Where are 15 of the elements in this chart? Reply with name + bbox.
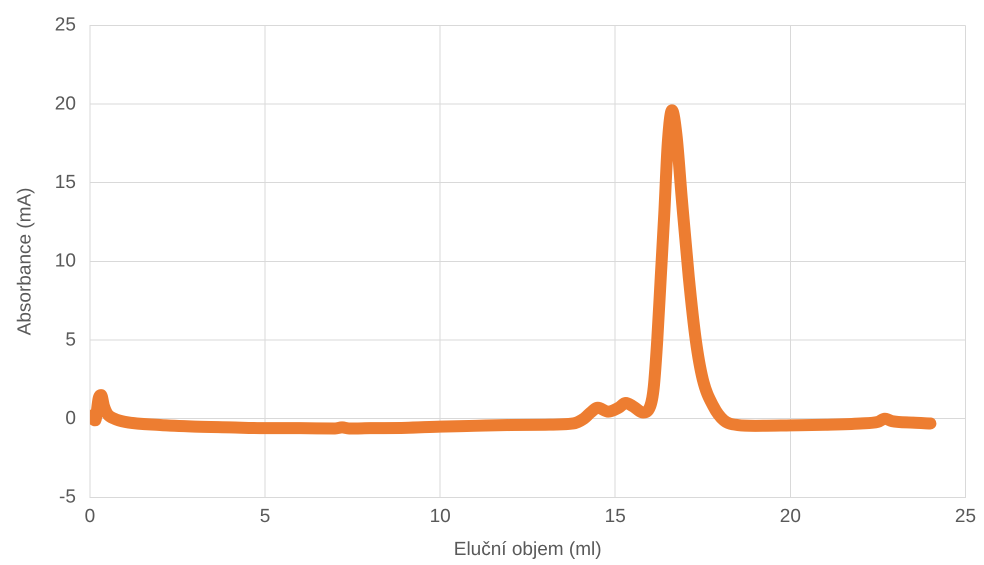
y-tick-label: 10 bbox=[54, 250, 76, 272]
y-tick-label: 15 bbox=[54, 172, 76, 193]
x-tick-label: 20 bbox=[780, 506, 801, 528]
x-tick-label: 5 bbox=[260, 506, 270, 528]
y-tick-label: 20 bbox=[54, 93, 76, 114]
x-tick-label: 10 bbox=[430, 506, 451, 528]
x-tick-label: 25 bbox=[954, 506, 976, 528]
y-axis-title: Absorbance (mA) bbox=[14, 187, 36, 336]
y-tick-label: 5 bbox=[65, 329, 76, 350]
x-tick-label: 15 bbox=[604, 506, 626, 528]
y-tick-label: -5 bbox=[59, 486, 76, 508]
x-axis-title: Eluční objem (ml) bbox=[454, 538, 602, 560]
y-tick-label: 0 bbox=[65, 408, 76, 429]
x-tick-label: 0 bbox=[84, 506, 96, 528]
y-tick-label: 25 bbox=[54, 14, 76, 36]
